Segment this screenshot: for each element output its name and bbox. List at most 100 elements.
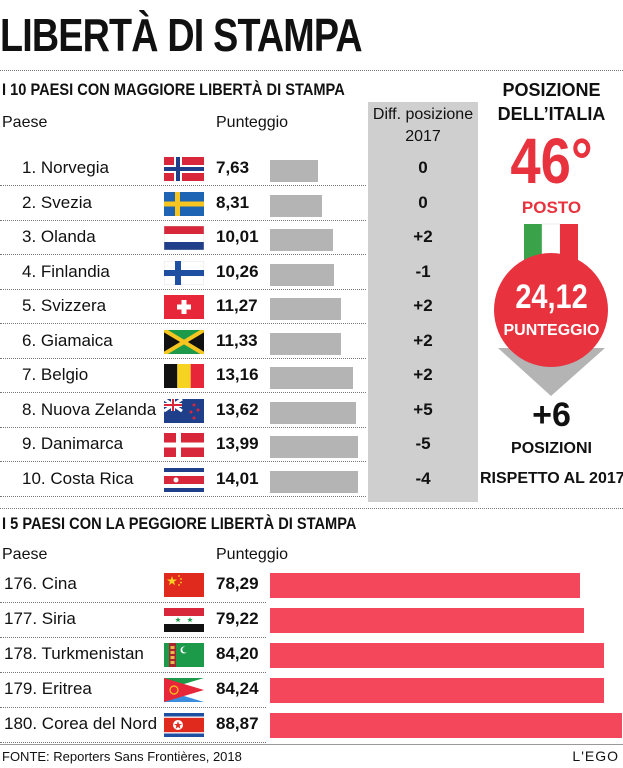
- diff-position-value: -1: [415, 261, 431, 281]
- italy-change: +6: [532, 396, 571, 434]
- diff-position-value: +5: [413, 399, 433, 419]
- diff-column-background: [368, 102, 478, 502]
- country-label: 177. Siria: [4, 609, 76, 628]
- score-bar: [270, 643, 604, 668]
- score-bar: [270, 298, 341, 320]
- flag-sweden-icon: [164, 191, 204, 216]
- italy-heading-line2: DELL’ITALIA: [497, 104, 606, 124]
- country-label: 10. Costa Rica: [22, 468, 134, 488]
- score-label: 79,22: [216, 609, 259, 628]
- row-divider: [0, 392, 366, 393]
- worst-col-score: Punteggio: [216, 546, 289, 563]
- page-title: LIBERTÀ DI STAMPA: [0, 9, 363, 61]
- best-col-score: Punteggio: [216, 114, 289, 131]
- flag-new-zealand-icon: [163, 397, 204, 423]
- flag-jamaica-icon: [162, 327, 206, 356]
- diff-position-value: +2: [413, 296, 433, 315]
- best-country-row: 8. Nuova Zelanda 13,62: [0, 394, 366, 428]
- row-divider: [0, 254, 366, 255]
- score-bar: [270, 470, 358, 493]
- flag-costa-rica-icon: [164, 467, 204, 492]
- country-label: 5. Svizzera: [22, 296, 107, 315]
- score-bar: [270, 194, 323, 217]
- best-country-row: 1. Norvegia 7,63: [0, 152, 366, 186]
- country-label: 8. Nuova Zelanda: [22, 399, 157, 419]
- flag-netherlands-icon: [163, 225, 205, 251]
- brand-logo: L'EGO: [572, 748, 619, 764]
- score-label: 84,24: [216, 679, 259, 698]
- flag-eritrea-icon: [164, 678, 204, 703]
- score-bar: [270, 678, 604, 703]
- row-divider: [0, 707, 266, 708]
- worst-section-title: I 5 PAESI CON LA PEGGIORE LIBERTÀ DI STA…: [2, 514, 357, 533]
- score-label: 84,20: [216, 644, 259, 663]
- diff-position-value: 0: [418, 192, 428, 212]
- worst-country-row: 176. Cina 78,29: [0, 568, 623, 603]
- source-note: FONTE: Reporters Sans Frontières, 2018: [2, 749, 242, 764]
- section-divider: [0, 508, 623, 509]
- worst-country-row: 177. Siria 79,22: [0, 603, 623, 638]
- diff-position-value: +2: [413, 330, 433, 350]
- flag-finland-icon: [163, 260, 205, 285]
- italy-score-circle: [494, 253, 608, 367]
- country-label: 9. Danimarca: [22, 434, 124, 453]
- score-bar: [270, 573, 581, 598]
- score-bar: [270, 367, 353, 389]
- row-divider: [0, 461, 366, 462]
- italy-score-label: PUNTEGGIO: [503, 322, 600, 339]
- best-section-title: I 10 PAESI CON MAGGIORE LIBERTÀ DI STAMP…: [2, 80, 345, 99]
- best-col-diff-line1: Diff. posizione: [372, 106, 474, 123]
- best-country-row: 5. Svizzera 11,27: [0, 290, 366, 324]
- score-label: 13,99: [216, 434, 259, 453]
- score-label: 11,33: [216, 330, 258, 350]
- diff-position-value: 0: [418, 158, 428, 177]
- score-bar: [270, 401, 356, 424]
- score-label: 10,01: [216, 227, 259, 246]
- best-country-row: 2. Svezia 8,31: [0, 187, 366, 221]
- flag-syria-icon: [164, 608, 204, 633]
- score-bar: [270, 263, 335, 286]
- flag-italy-icon: [524, 223, 578, 265]
- score-label: 78,29: [216, 574, 259, 593]
- best-country-row: 3. Olanda 10,01: [0, 221, 366, 255]
- score-label: 8,31: [216, 192, 250, 212]
- row-divider: [0, 495, 366, 497]
- diff-position-value: +2: [413, 365, 433, 384]
- flag-turkmenistan-icon: [164, 643, 204, 668]
- country-label: 1. Norvegia: [22, 158, 109, 177]
- score-bar: [270, 229, 333, 251]
- score-label: 11,27: [216, 296, 258, 315]
- flag-belgium-icon: [164, 364, 204, 388]
- best-col-diff-line2: 2017: [405, 128, 441, 145]
- score-label: 14,01: [216, 468, 259, 488]
- row-divider: [0, 742, 266, 743]
- country-label: 180. Corea del Nord: [4, 714, 158, 733]
- italy-change-label-line2: RISPETTO AL 2017: [480, 470, 623, 487]
- diff-position-value: +2: [413, 227, 433, 246]
- row-divider: [0, 672, 266, 673]
- score-label: 7,63: [216, 158, 250, 177]
- row-divider: [0, 288, 366, 290]
- best-country-row: 4. Finlandia 10,26: [0, 256, 366, 290]
- country-label: 6. Giamaica: [22, 330, 113, 350]
- italy-heading-line1: POSIZIONE: [502, 80, 601, 100]
- flag-switzerland-icon: [164, 295, 204, 319]
- score-label: 88,87: [216, 714, 259, 733]
- flag-norway-icon: [164, 157, 204, 181]
- best-country-row: 9. Danimarca 13,99: [0, 428, 366, 462]
- best-country-row: 6. Giamaica 11,33: [0, 325, 366, 359]
- diff-position-value: -4: [415, 468, 431, 488]
- score-bar: [270, 436, 358, 458]
- worst-country-row: 180. Corea del Nord 88,87: [0, 708, 623, 743]
- italy-change-label-line1: POSIZIONI: [511, 440, 592, 457]
- flag-denmark-icon: [164, 433, 204, 457]
- italy-position-label: POSTO: [521, 198, 582, 217]
- row-divider: [0, 637, 266, 638]
- country-label: 179. Eritrea: [4, 679, 92, 698]
- italy-position: 46°: [510, 125, 593, 197]
- best-country-row: 10. Costa Rica 14,01: [0, 463, 366, 497]
- country-label: 4. Finlandia: [22, 261, 110, 281]
- row-divider: [0, 426, 366, 428]
- worst-col-country: Paese: [2, 546, 48, 563]
- row-divider: [0, 323, 366, 324]
